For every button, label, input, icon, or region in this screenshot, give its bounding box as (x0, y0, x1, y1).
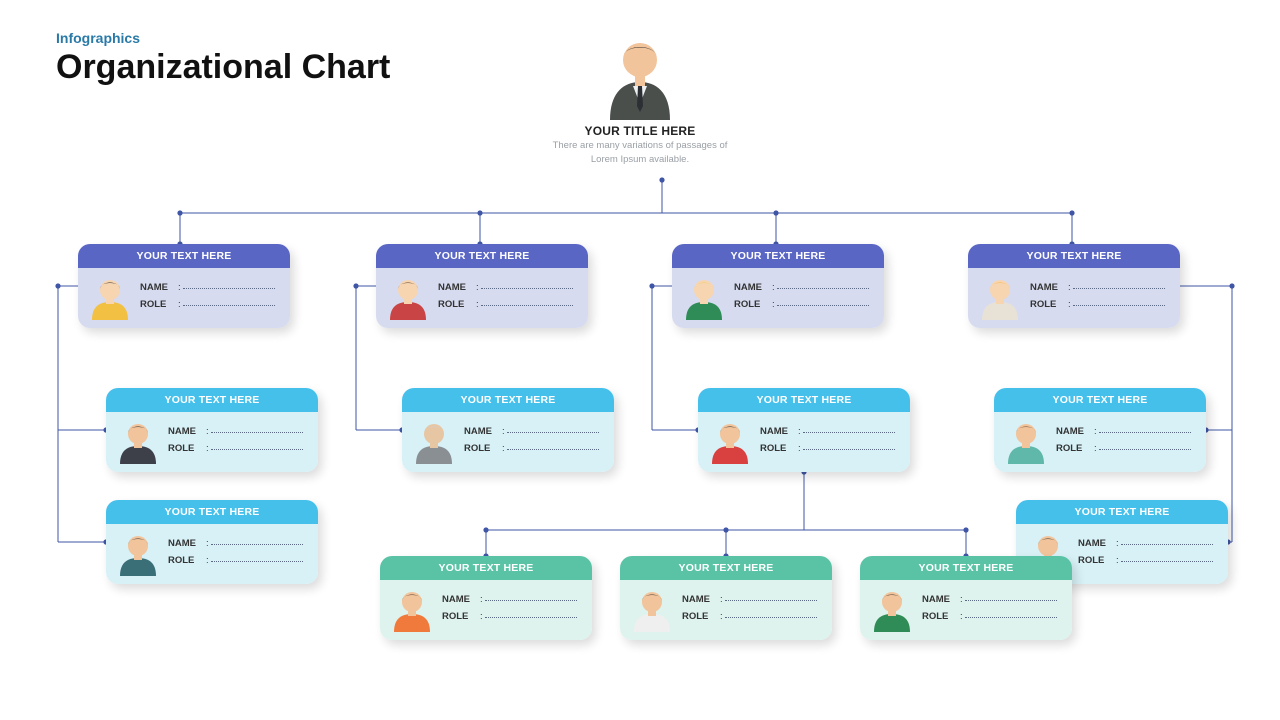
card-role-row: ROLE: (168, 439, 306, 456)
org-card: YOUR TEXT HERE NAME:ROLE: (402, 388, 614, 472)
card-header: YOUR TEXT HERE (106, 500, 318, 524)
page-title: Organizational Chart (56, 48, 390, 87)
org-card: YOUR TEXT HERE NAME:ROLE: (968, 244, 1180, 328)
person-avatar-icon (412, 420, 456, 464)
card-name-row: NAME: (760, 422, 898, 439)
card-header: YOUR TEXT HERE (402, 388, 614, 412)
org-card: YOUR TEXT HERE NAME:ROLE: (106, 500, 318, 584)
card-role-row: ROLE: (760, 439, 898, 456)
card-role-row: ROLE: (438, 295, 576, 312)
card-body: NAME:ROLE: (620, 580, 832, 640)
org-card: YOUR TEXT HERE NAME:ROLE: (994, 388, 1206, 472)
card-role-row: ROLE: (734, 295, 872, 312)
card-name-row: NAME: (442, 590, 580, 607)
card-role-row: ROLE: (1078, 551, 1216, 568)
org-card: YOUR TEXT HERE NAME:ROLE: (698, 388, 910, 472)
person-avatar-icon (600, 30, 680, 120)
card-header: YOUR TEXT HERE (106, 388, 318, 412)
card-name-row: NAME: (1056, 422, 1194, 439)
card-role-row: ROLE: (682, 607, 820, 624)
org-card: YOUR TEXT HERE NAME:ROLE: (376, 244, 588, 328)
card-header: YOUR TEXT HERE (968, 244, 1180, 268)
card-header: YOUR TEXT HERE (860, 556, 1072, 580)
card-name-row: NAME: (922, 590, 1060, 607)
person-avatar-icon (682, 276, 726, 320)
card-body: NAME:ROLE: (78, 268, 290, 328)
org-card: YOUR TEXT HERE NAME:ROLE: (620, 556, 832, 640)
card-body: NAME:ROLE: (698, 412, 910, 472)
card-header: YOUR TEXT HERE (698, 388, 910, 412)
card-role-row: ROLE: (464, 439, 602, 456)
person-avatar-icon (116, 532, 160, 576)
org-card: YOUR TEXT HERE NAME:ROLE: (672, 244, 884, 328)
card-role-row: ROLE: (1056, 439, 1194, 456)
card-name-row: NAME: (168, 422, 306, 439)
person-avatar-icon (870, 588, 914, 632)
person-avatar-icon (88, 276, 132, 320)
org-card: YOUR TEXT HERE NAME:ROLE: (380, 556, 592, 640)
person-avatar-icon (116, 420, 160, 464)
org-card: YOUR TEXT HERE NAME:ROLE: (78, 244, 290, 328)
root-desc-2: Lorem Ipsum available. (510, 154, 770, 166)
card-header: YOUR TEXT HERE (78, 244, 290, 268)
card-role-row: ROLE: (168, 551, 306, 568)
card-header: YOUR TEXT HERE (672, 244, 884, 268)
card-role-row: ROLE: (442, 607, 580, 624)
card-header: YOUR TEXT HERE (1016, 500, 1228, 524)
card-role-row: ROLE: (140, 295, 278, 312)
card-name-row: NAME: (168, 534, 306, 551)
person-avatar-icon (978, 276, 1022, 320)
card-name-row: NAME: (1078, 534, 1216, 551)
card-body: NAME:ROLE: (672, 268, 884, 328)
card-name-row: NAME: (682, 590, 820, 607)
root-desc-1: There are many variations of passages of (510, 140, 770, 152)
card-body: NAME:ROLE: (380, 580, 592, 640)
org-card: YOUR TEXT HERE NAME:ROLE: (106, 388, 318, 472)
card-body: NAME:ROLE: (106, 524, 318, 584)
person-avatar-icon (390, 588, 434, 632)
root-node: YOUR TITLE HERE There are many variation… (510, 30, 770, 167)
card-header: YOUR TEXT HERE (994, 388, 1206, 412)
card-header: YOUR TEXT HERE (376, 244, 588, 268)
card-body: NAME:ROLE: (376, 268, 588, 328)
card-body: NAME:ROLE: (106, 412, 318, 472)
person-avatar-icon (1004, 420, 1048, 464)
page-subtitle: Infographics (56, 30, 390, 46)
card-name-row: NAME: (438, 278, 576, 295)
card-body: NAME:ROLE: (860, 580, 1072, 640)
person-avatar-icon (386, 276, 430, 320)
org-card: YOUR TEXT HERE NAME:ROLE: (860, 556, 1072, 640)
card-name-row: NAME: (1030, 278, 1168, 295)
card-name-row: NAME: (140, 278, 278, 295)
root-title: YOUR TITLE HERE (510, 124, 770, 138)
card-body: NAME:ROLE: (402, 412, 614, 472)
card-role-row: ROLE: (922, 607, 1060, 624)
person-avatar-icon (630, 588, 674, 632)
page-header: Infographics Organizational Chart (56, 30, 390, 87)
card-header: YOUR TEXT HERE (620, 556, 832, 580)
person-avatar-icon (708, 420, 752, 464)
card-name-row: NAME: (734, 278, 872, 295)
card-body: NAME:ROLE: (968, 268, 1180, 328)
card-header: YOUR TEXT HERE (380, 556, 592, 580)
card-name-row: NAME: (464, 422, 602, 439)
card-body: NAME:ROLE: (994, 412, 1206, 472)
card-role-row: ROLE: (1030, 295, 1168, 312)
